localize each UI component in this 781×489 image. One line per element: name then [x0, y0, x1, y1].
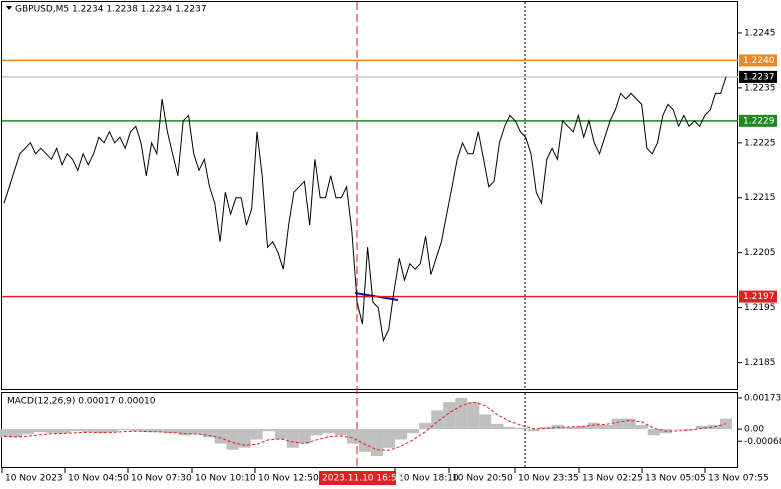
macd-bar — [118, 429, 131, 431]
macd-bar — [190, 429, 203, 435]
macd-bar — [178, 429, 191, 436]
crosshair-time-box — [319, 471, 396, 485]
macd-bar — [395, 429, 408, 440]
y-tick-label: 1.2235 — [744, 83, 776, 93]
level-label: 1.2240 — [743, 56, 775, 66]
price-line — [3, 76, 727, 343]
macd-bar — [0, 429, 11, 438]
macd-bar — [70, 429, 83, 432]
macd-bar — [707, 424, 720, 430]
signal-line — [3, 401, 727, 451]
level-label: 1.2237 — [743, 72, 775, 82]
macd-bar — [575, 426, 588, 430]
macd-bar — [226, 429, 239, 450]
level-label: 1.2229 — [743, 116, 775, 126]
y-tick-label: 1.2185 — [744, 358, 776, 368]
x-tick-label: 13 Nov 05:05 — [645, 474, 706, 484]
y-tick-label: 1.2225 — [744, 138, 776, 148]
chart-title: GBPUSD,M5 1.2234 1.2238 1.2234 1.2237 — [15, 5, 207, 15]
y-tick-label: 1.2245 — [744, 28, 776, 38]
y-tick-label: 0.00 — [744, 425, 764, 435]
macd-bar — [166, 429, 179, 434]
macd-bar — [611, 418, 624, 430]
macd-title: MACD(12,26,9) 0.00017 0.00010 — [7, 397, 156, 407]
level-box — [739, 54, 777, 67]
macd-bar — [286, 429, 299, 448]
macd-bar — [250, 429, 263, 440]
y-tick-label: -0.00068 — [744, 437, 781, 447]
macd-bar — [106, 429, 119, 433]
macd-bar — [467, 402, 480, 430]
level-box — [739, 290, 777, 303]
macd-bar — [455, 398, 468, 430]
macd-bar — [371, 429, 384, 456]
symbol-arrow — [6, 6, 12, 10]
y-tick-label: 1.2195 — [744, 303, 776, 313]
level-box — [739, 70, 777, 83]
macd-bar — [238, 429, 251, 448]
macd-bar — [154, 429, 167, 433]
macd-bar — [22, 429, 35, 435]
y-tick-label: 0.00173 — [744, 394, 781, 404]
macd-bar — [623, 418, 636, 430]
macd-bar — [431, 410, 444, 430]
macd-bar — [58, 429, 71, 434]
macd-bar — [358, 429, 372, 452]
macd-bar — [443, 402, 456, 430]
macd-bar — [647, 429, 660, 436]
macd-bar — [599, 424, 612, 430]
x-tick-label: 10 Nov 10:10 — [195, 474, 256, 484]
macd-bar — [563, 426, 576, 430]
crosshair-time-label: 2023.11.10 16:55 — [322, 474, 402, 484]
macd-bar — [10, 429, 23, 438]
macd-bar — [202, 429, 215, 438]
macd-bar — [34, 429, 47, 433]
x-tick-label: 13 Nov 02:25 — [582, 474, 643, 484]
x-tick-label: 10 Nov 18:10 — [398, 474, 459, 484]
x-tick-label: 10 Nov 04:50 — [68, 474, 129, 484]
y-tick-label: 1.2205 — [744, 248, 776, 258]
x-tick-label: 10 Nov 23:35 — [518, 474, 579, 484]
macd-bar — [695, 426, 708, 430]
macd-bar — [479, 414, 492, 430]
macd-bar — [310, 429, 323, 436]
level-box — [739, 114, 777, 127]
macd-bar — [515, 427, 528, 430]
y-tick-label: 1.2215 — [744, 193, 776, 203]
macd-bar — [130, 429, 143, 432]
macd-bar — [503, 426, 516, 430]
x-tick-label: 10 Nov 12:50 — [258, 474, 319, 484]
macd-bar — [671, 429, 684, 430]
macd-bar — [82, 429, 95, 433]
level-label: 1.2197 — [743, 292, 775, 302]
macd-bar — [635, 424, 648, 430]
macd-bar — [334, 429, 347, 436]
macd-bar — [262, 429, 275, 432]
macd-bar — [527, 429, 540, 432]
macd-bar — [46, 429, 59, 434]
macd-bar — [214, 429, 227, 444]
macd-bar — [491, 423, 504, 430]
macd-bar — [587, 422, 600, 430]
macd-bar — [407, 429, 420, 434]
macd-bar — [142, 429, 155, 433]
macd-bar — [274, 429, 287, 440]
x-tick-label: 13 Nov 07:55 — [708, 474, 769, 484]
macd-bar — [322, 429, 335, 434]
macd-bar — [298, 429, 311, 444]
x-tick-label: 10 Nov 20:50 — [452, 474, 513, 484]
macd-bar — [539, 426, 552, 430]
macd-bar — [346, 429, 359, 444]
x-tick-label: 10 Nov 2023 — [5, 474, 63, 484]
macd-bar — [419, 422, 432, 430]
price-panel-frame — [1, 1, 738, 390]
macd-bar — [94, 429, 107, 434]
x-tick-label: 10 Nov 07:30 — [131, 474, 192, 484]
macd-bar — [383, 429, 396, 448]
